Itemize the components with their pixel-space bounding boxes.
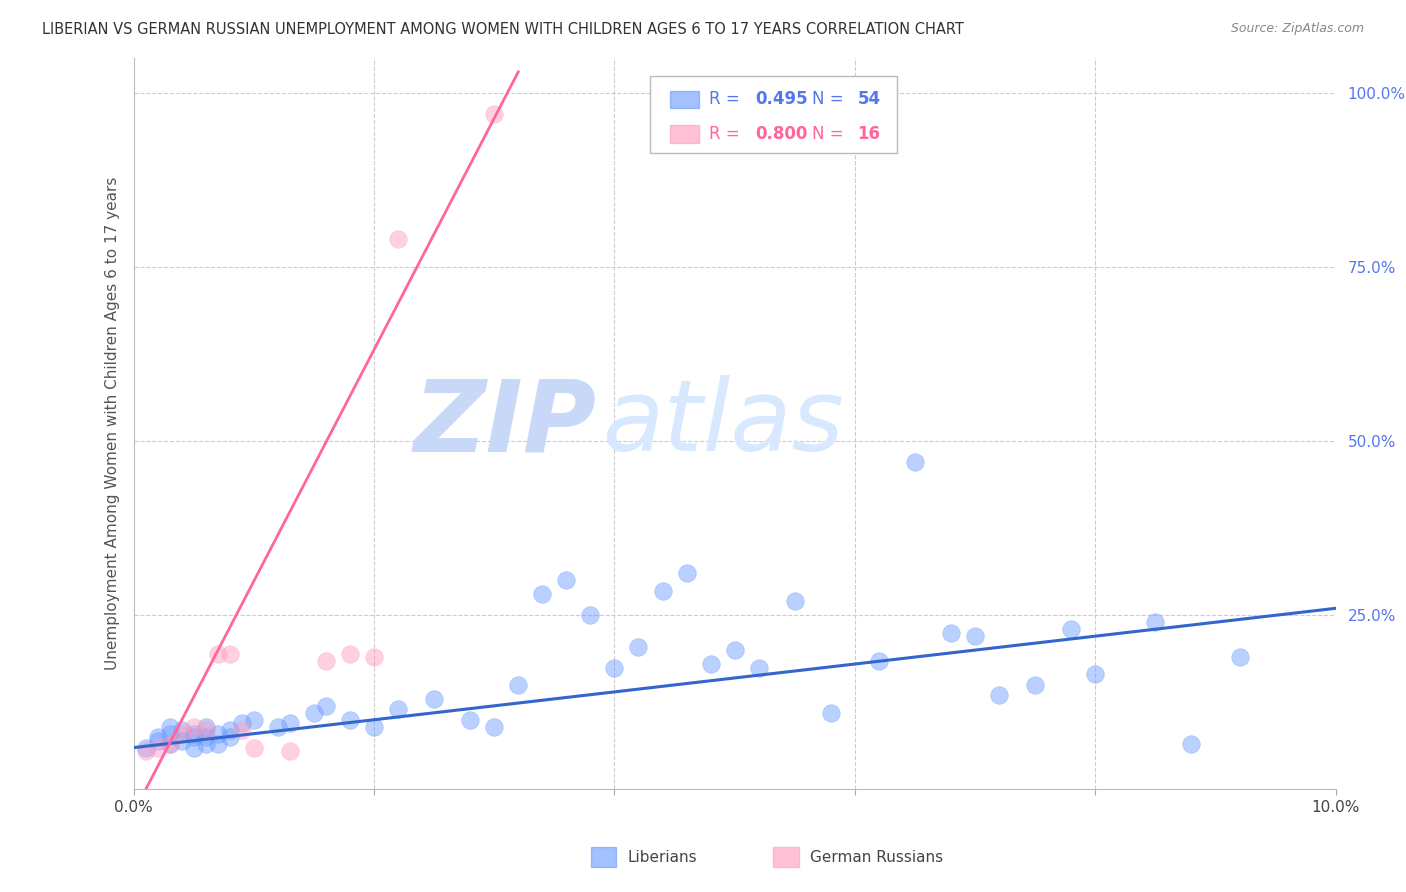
Text: Source: ZipAtlas.com: Source: ZipAtlas.com <box>1230 22 1364 36</box>
Point <box>170 723 193 738</box>
Point <box>218 730 240 744</box>
Point <box>904 455 927 469</box>
Point <box>988 689 1011 703</box>
Point <box>170 727 193 741</box>
Point <box>207 737 229 751</box>
Point <box>484 106 506 120</box>
Point <box>183 727 205 741</box>
Point <box>723 643 745 657</box>
Y-axis label: Unemployment Among Women with Children Ages 6 to 17 years: Unemployment Among Women with Children A… <box>104 177 120 671</box>
Point <box>939 625 962 640</box>
FancyBboxPatch shape <box>669 91 699 108</box>
Point <box>194 723 217 738</box>
Text: R =: R = <box>710 90 745 109</box>
FancyBboxPatch shape <box>651 77 897 153</box>
Point <box>194 737 217 751</box>
Point <box>1060 622 1083 636</box>
Point <box>339 713 361 727</box>
Bar <box>773 847 799 867</box>
Bar <box>591 847 616 867</box>
Point <box>508 678 530 692</box>
Point <box>218 647 240 661</box>
Point <box>267 720 290 734</box>
Point <box>783 594 806 608</box>
Point <box>135 740 157 755</box>
Point <box>603 660 626 674</box>
Point <box>315 698 337 713</box>
Point <box>363 720 385 734</box>
Point <box>231 716 253 731</box>
Point <box>531 587 554 601</box>
Point <box>183 740 205 755</box>
Point <box>387 702 409 716</box>
Text: R =: R = <box>710 125 745 143</box>
Point <box>194 730 217 744</box>
Point <box>146 733 169 747</box>
Point <box>315 654 337 668</box>
Text: LIBERIAN VS GERMAN RUSSIAN UNEMPLOYMENT AMONG WOMEN WITH CHILDREN AGES 6 TO 17 Y: LIBERIAN VS GERMAN RUSSIAN UNEMPLOYMENT … <box>42 22 965 37</box>
Text: 54: 54 <box>858 90 880 109</box>
Point <box>159 727 181 741</box>
Text: atlas: atlas <box>602 376 844 472</box>
Text: German Russians: German Russians <box>810 850 943 864</box>
Point <box>423 691 446 706</box>
Point <box>135 744 157 758</box>
Point <box>555 574 578 588</box>
Point <box>579 608 602 623</box>
Point <box>748 660 770 674</box>
Point <box>820 706 842 720</box>
Point <box>387 232 409 246</box>
Point <box>1144 615 1167 630</box>
Point <box>651 583 673 598</box>
Point <box>1180 737 1202 751</box>
Point <box>146 740 169 755</box>
Point <box>302 706 325 720</box>
Text: 16: 16 <box>858 125 880 143</box>
Point <box>207 727 229 741</box>
Point <box>627 640 650 654</box>
Point <box>159 720 181 734</box>
Text: N =: N = <box>811 90 848 109</box>
Point <box>194 720 217 734</box>
Text: 0.800: 0.800 <box>755 125 807 143</box>
Text: N =: N = <box>811 125 848 143</box>
Point <box>484 720 506 734</box>
Point <box>218 723 240 738</box>
Point <box>207 647 229 661</box>
Point <box>868 654 890 668</box>
Point <box>278 744 301 758</box>
Point <box>231 723 253 738</box>
Point <box>1229 650 1251 665</box>
Point <box>1024 678 1046 692</box>
Point <box>339 647 361 661</box>
Point <box>1084 667 1107 681</box>
Point <box>363 650 385 665</box>
Point <box>183 720 205 734</box>
Point <box>458 713 481 727</box>
Point <box>278 716 301 731</box>
Text: ZIP: ZIP <box>413 376 596 472</box>
Point <box>965 629 987 643</box>
Point <box>675 566 697 581</box>
Point <box>699 657 721 671</box>
Point <box>159 737 181 751</box>
Point <box>243 740 266 755</box>
Point <box>159 737 181 751</box>
Point <box>170 733 193 747</box>
Text: 0.495: 0.495 <box>755 90 807 109</box>
Point <box>183 730 205 744</box>
Point <box>243 713 266 727</box>
Text: Liberians: Liberians <box>627 850 697 864</box>
FancyBboxPatch shape <box>669 126 699 143</box>
Point <box>146 730 169 744</box>
